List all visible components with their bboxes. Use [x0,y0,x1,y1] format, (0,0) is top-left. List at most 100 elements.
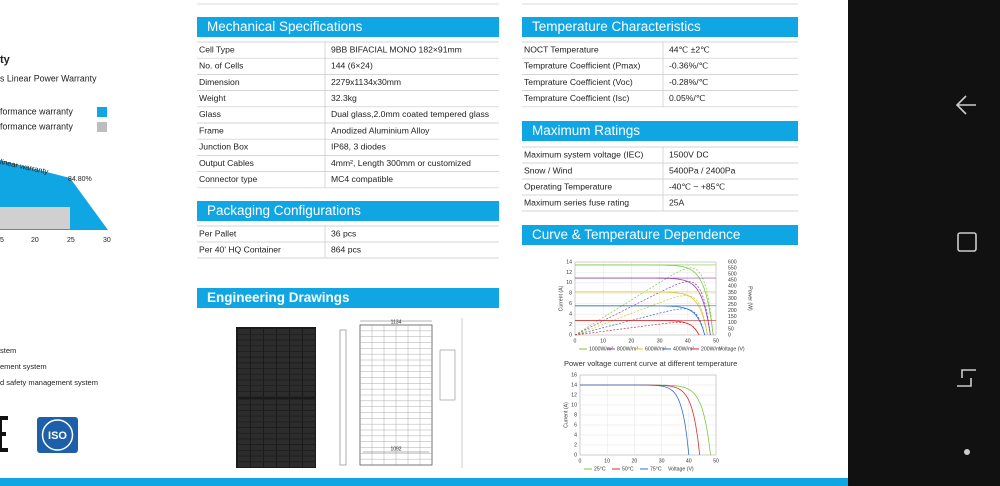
cell [277,351,289,357]
cell [303,439,315,445]
x-tick-label: 20 [31,237,39,244]
x-tick-label: 30 [659,458,665,464]
cell [251,416,263,422]
cell [251,462,263,468]
cell [303,346,315,352]
dimension-label: 1134 [391,319,402,325]
y-tick-label: 8 [574,412,577,418]
cell [238,445,250,450]
cell [303,380,315,386]
y2-tick-label: 300 [728,296,737,302]
cell [277,399,289,405]
y-tick-label: 10 [566,280,572,286]
recents-button[interactable] [957,369,976,387]
cell-label: Maximum system voltage (IEC) [524,149,644,159]
cell [277,422,289,428]
power-curve [574,295,708,336]
cell [303,386,315,391]
cell [264,439,276,445]
junction-box [439,349,456,401]
section-header [197,201,499,221]
cell [290,450,302,456]
cell [290,422,302,428]
cell [264,391,276,397]
assist-button[interactable] [964,449,970,455]
cell [303,334,315,340]
navigation-bar [848,0,1000,486]
cell-label: NOCT Temperature [524,44,599,54]
cell [238,386,250,391]
cell [290,416,302,422]
iv-curve [580,384,690,456]
cell [277,386,289,391]
section-header [197,17,499,37]
x-axis-title: Voltage (V) [668,466,694,472]
power-curve [574,308,706,336]
cell-value: 0.05%/℃ [669,93,706,103]
cell [238,363,250,369]
legend-label: 50°C [622,466,634,472]
home-button[interactable] [957,232,977,252]
dimension-label: 1092 [390,446,401,452]
iv-curve [575,264,714,336]
y-tick-label: 8 [569,291,572,297]
cell [251,380,263,386]
cell [290,380,302,386]
cell [290,340,302,346]
cell [290,399,302,405]
cell [238,329,250,334]
legend-label: 600W/m² [645,346,666,352]
panel-cells [238,329,315,468]
y2-tick-label: 50 [728,326,734,332]
x-tick-label: 50 [713,338,719,344]
cell [264,405,276,411]
cell-label: Operating Temperature [524,181,612,191]
cell [238,346,250,352]
certification: ement system [0,362,47,371]
cell [264,445,276,450]
cell-value: -0.36%/℃ [669,61,709,71]
cell [238,357,250,363]
cell-value: 5400Pa / 2400Pa [669,165,736,175]
cell [264,346,276,352]
y-tick-label: 6 [569,301,572,307]
cell [251,445,263,450]
iso-ring [41,419,74,451]
cell [264,416,276,422]
cell [290,363,302,369]
warranty-step [0,207,70,229]
cell-value: Dual glass,2.0mm coated tempered glass [331,109,489,119]
cell [277,391,289,397]
cell-label: Output Cables [199,158,254,168]
back-button[interactable] [955,95,976,115]
cell [277,445,289,450]
cell [303,357,315,363]
cell [290,329,302,334]
cell-label: Temprature Coefficient (Voc) [524,77,633,87]
certification: d safety management system [0,378,98,387]
cell [238,462,250,468]
x-tick-label: 0 [574,338,577,344]
cell [277,410,289,416]
end-value: 84.80% [68,176,92,183]
cell-value: -40℃ ~ +85℃ [669,181,725,191]
cell [264,410,276,416]
legend-label: 800W/m² [617,346,638,352]
y-tick-label: 6 [574,422,577,428]
cell [264,386,276,391]
legend-label: 200W/m² [701,346,722,352]
y2-axis-title: Power (W) [747,286,753,311]
cell [251,340,263,346]
legend-label: 1000W/m² [589,346,613,352]
cell [264,351,276,357]
y-axis-title: Current (A) [558,285,564,311]
cell [290,346,302,352]
x-tick-label: 40 [686,458,692,464]
cell [303,422,315,428]
cell [238,439,250,445]
cell [238,405,250,411]
cell [277,368,289,374]
section-header [522,121,798,141]
cell [251,374,263,380]
y-tick-label: 16 [571,372,577,378]
